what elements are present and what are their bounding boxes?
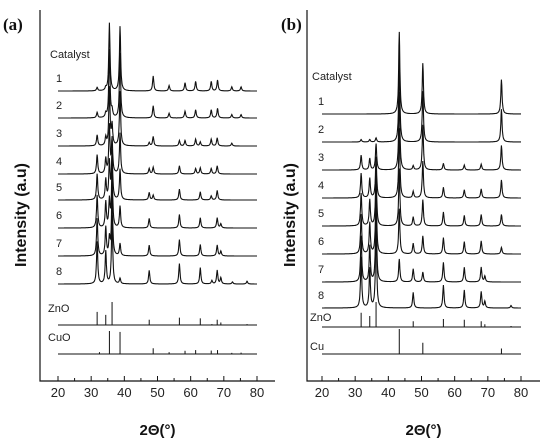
reference-label-cuo: CuO	[48, 332, 71, 344]
trace-label-4: 4	[318, 180, 324, 192]
x-tick-label: 60	[183, 385, 197, 400]
x-tick-label: 30	[348, 385, 362, 400]
trace-label-7: 7	[318, 264, 324, 276]
panel-label: (a)	[3, 15, 23, 34]
trace-catalyst-1	[322, 31, 521, 115]
trace-catalyst-7	[322, 205, 521, 283]
trace-catalyst-1	[58, 22, 257, 92]
trace-label-2: 2	[56, 100, 62, 112]
x-tick-label: 40	[117, 385, 131, 400]
x-axis-label: 2Θ(°)	[406, 422, 442, 439]
trace-catalyst-5	[58, 149, 257, 201]
trace-label-8: 8	[318, 290, 324, 302]
trace-catalyst-7	[58, 189, 257, 257]
trace-label-2: 2	[318, 124, 324, 136]
x-tick-label: 80	[514, 385, 528, 400]
trace-label-8: 8	[56, 266, 62, 278]
x-tick-label: 20	[315, 385, 329, 400]
panel-b: 20 30 40 50 60 70 80 2Θ(°) Intensity (a.u) (b) Cat…	[281, 10, 540, 439]
trace-catalyst-3	[58, 86, 257, 147]
y-axis-label: Intensity (a.u)	[282, 163, 299, 267]
x-tick-label: 50	[150, 385, 164, 400]
axes-frame	[306, 10, 540, 382]
x-tick-label: 60	[447, 385, 461, 400]
trace-catalyst-5	[322, 168, 521, 227]
x-tick-label: 70	[217, 385, 231, 400]
trace-label-5: 5	[318, 208, 324, 220]
x-tick-label: 80	[250, 385, 264, 400]
reference-label-zno: ZnO	[310, 312, 332, 324]
axes-frame	[39, 10, 275, 382]
trace-catalyst-6	[322, 187, 521, 255]
catalyst-header: Catalyst	[312, 71, 352, 83]
trace-label-1: 1	[318, 96, 324, 108]
reference-label-zno: ZnO	[48, 303, 70, 315]
trace-label-6: 6	[318, 236, 324, 248]
trace-catalyst-2	[58, 48, 257, 119]
trace-catalyst-4	[58, 123, 257, 175]
panel-a: 20 30 40 50 60 70 80 2Θ(°) Intensity (a.u) (a) Cat…	[3, 10, 275, 439]
x-tick-label: 20	[51, 385, 65, 400]
panel-label: (b)	[281, 15, 302, 34]
trace-catalyst-4	[322, 128, 521, 199]
x-axis-label: 2Θ(°)	[140, 422, 176, 439]
trace-label-3: 3	[318, 152, 324, 164]
catalyst-header: Catalyst	[50, 49, 90, 61]
x-tick-label: 70	[481, 385, 495, 400]
trace-catalyst-8	[322, 225, 521, 309]
x-tick-label: 40	[381, 385, 395, 400]
trace-label-7: 7	[56, 238, 62, 250]
y-axis-label: Intensity (a.u)	[13, 163, 30, 267]
trace-label-1: 1	[56, 73, 62, 85]
trace-label-4: 4	[56, 156, 62, 168]
trace-catalyst-2	[322, 59, 521, 143]
trace-catalyst-6	[58, 167, 257, 229]
x-tick-label: 50	[414, 385, 428, 400]
trace-label-6: 6	[56, 210, 62, 222]
trace-label-5: 5	[56, 182, 62, 194]
reference-label-cu: Cu	[310, 341, 324, 353]
trace-catalyst-3	[322, 91, 521, 171]
x-tick-label: 30	[84, 385, 98, 400]
trace-catalyst-8	[58, 215, 257, 285]
trace-label-3: 3	[56, 128, 62, 140]
